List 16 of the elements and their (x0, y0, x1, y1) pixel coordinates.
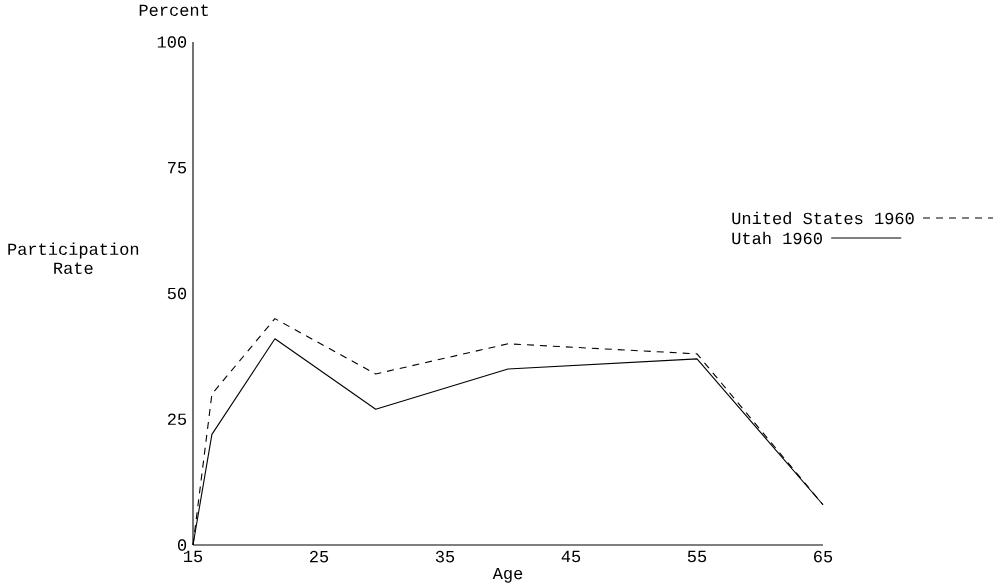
y-tick-label: 25 (167, 413, 187, 426)
legend-label: United States 1960 (732, 211, 914, 225)
text: Percent (139, 4, 209, 17)
y-tick-label: 100 (157, 36, 187, 48)
y-axis-title: Participation Rate (8, 242, 139, 275)
x-axis-title: Age (492, 567, 523, 583)
x-tick-label: 35 (435, 550, 455, 563)
x-tick-label: 45 (561, 550, 581, 563)
x-tick-label: 65 (814, 550, 833, 563)
y-tick-label: 75 (168, 162, 187, 174)
y-tick-label: 50 (167, 287, 187, 300)
x-tick-label: 15 (184, 550, 203, 563)
x-tick-label: 55 (687, 550, 707, 563)
x-tick-label: 25 (310, 550, 329, 563)
y-tick-label: 0 (177, 539, 187, 551)
legend-label: Utah 1960 (732, 231, 822, 245)
